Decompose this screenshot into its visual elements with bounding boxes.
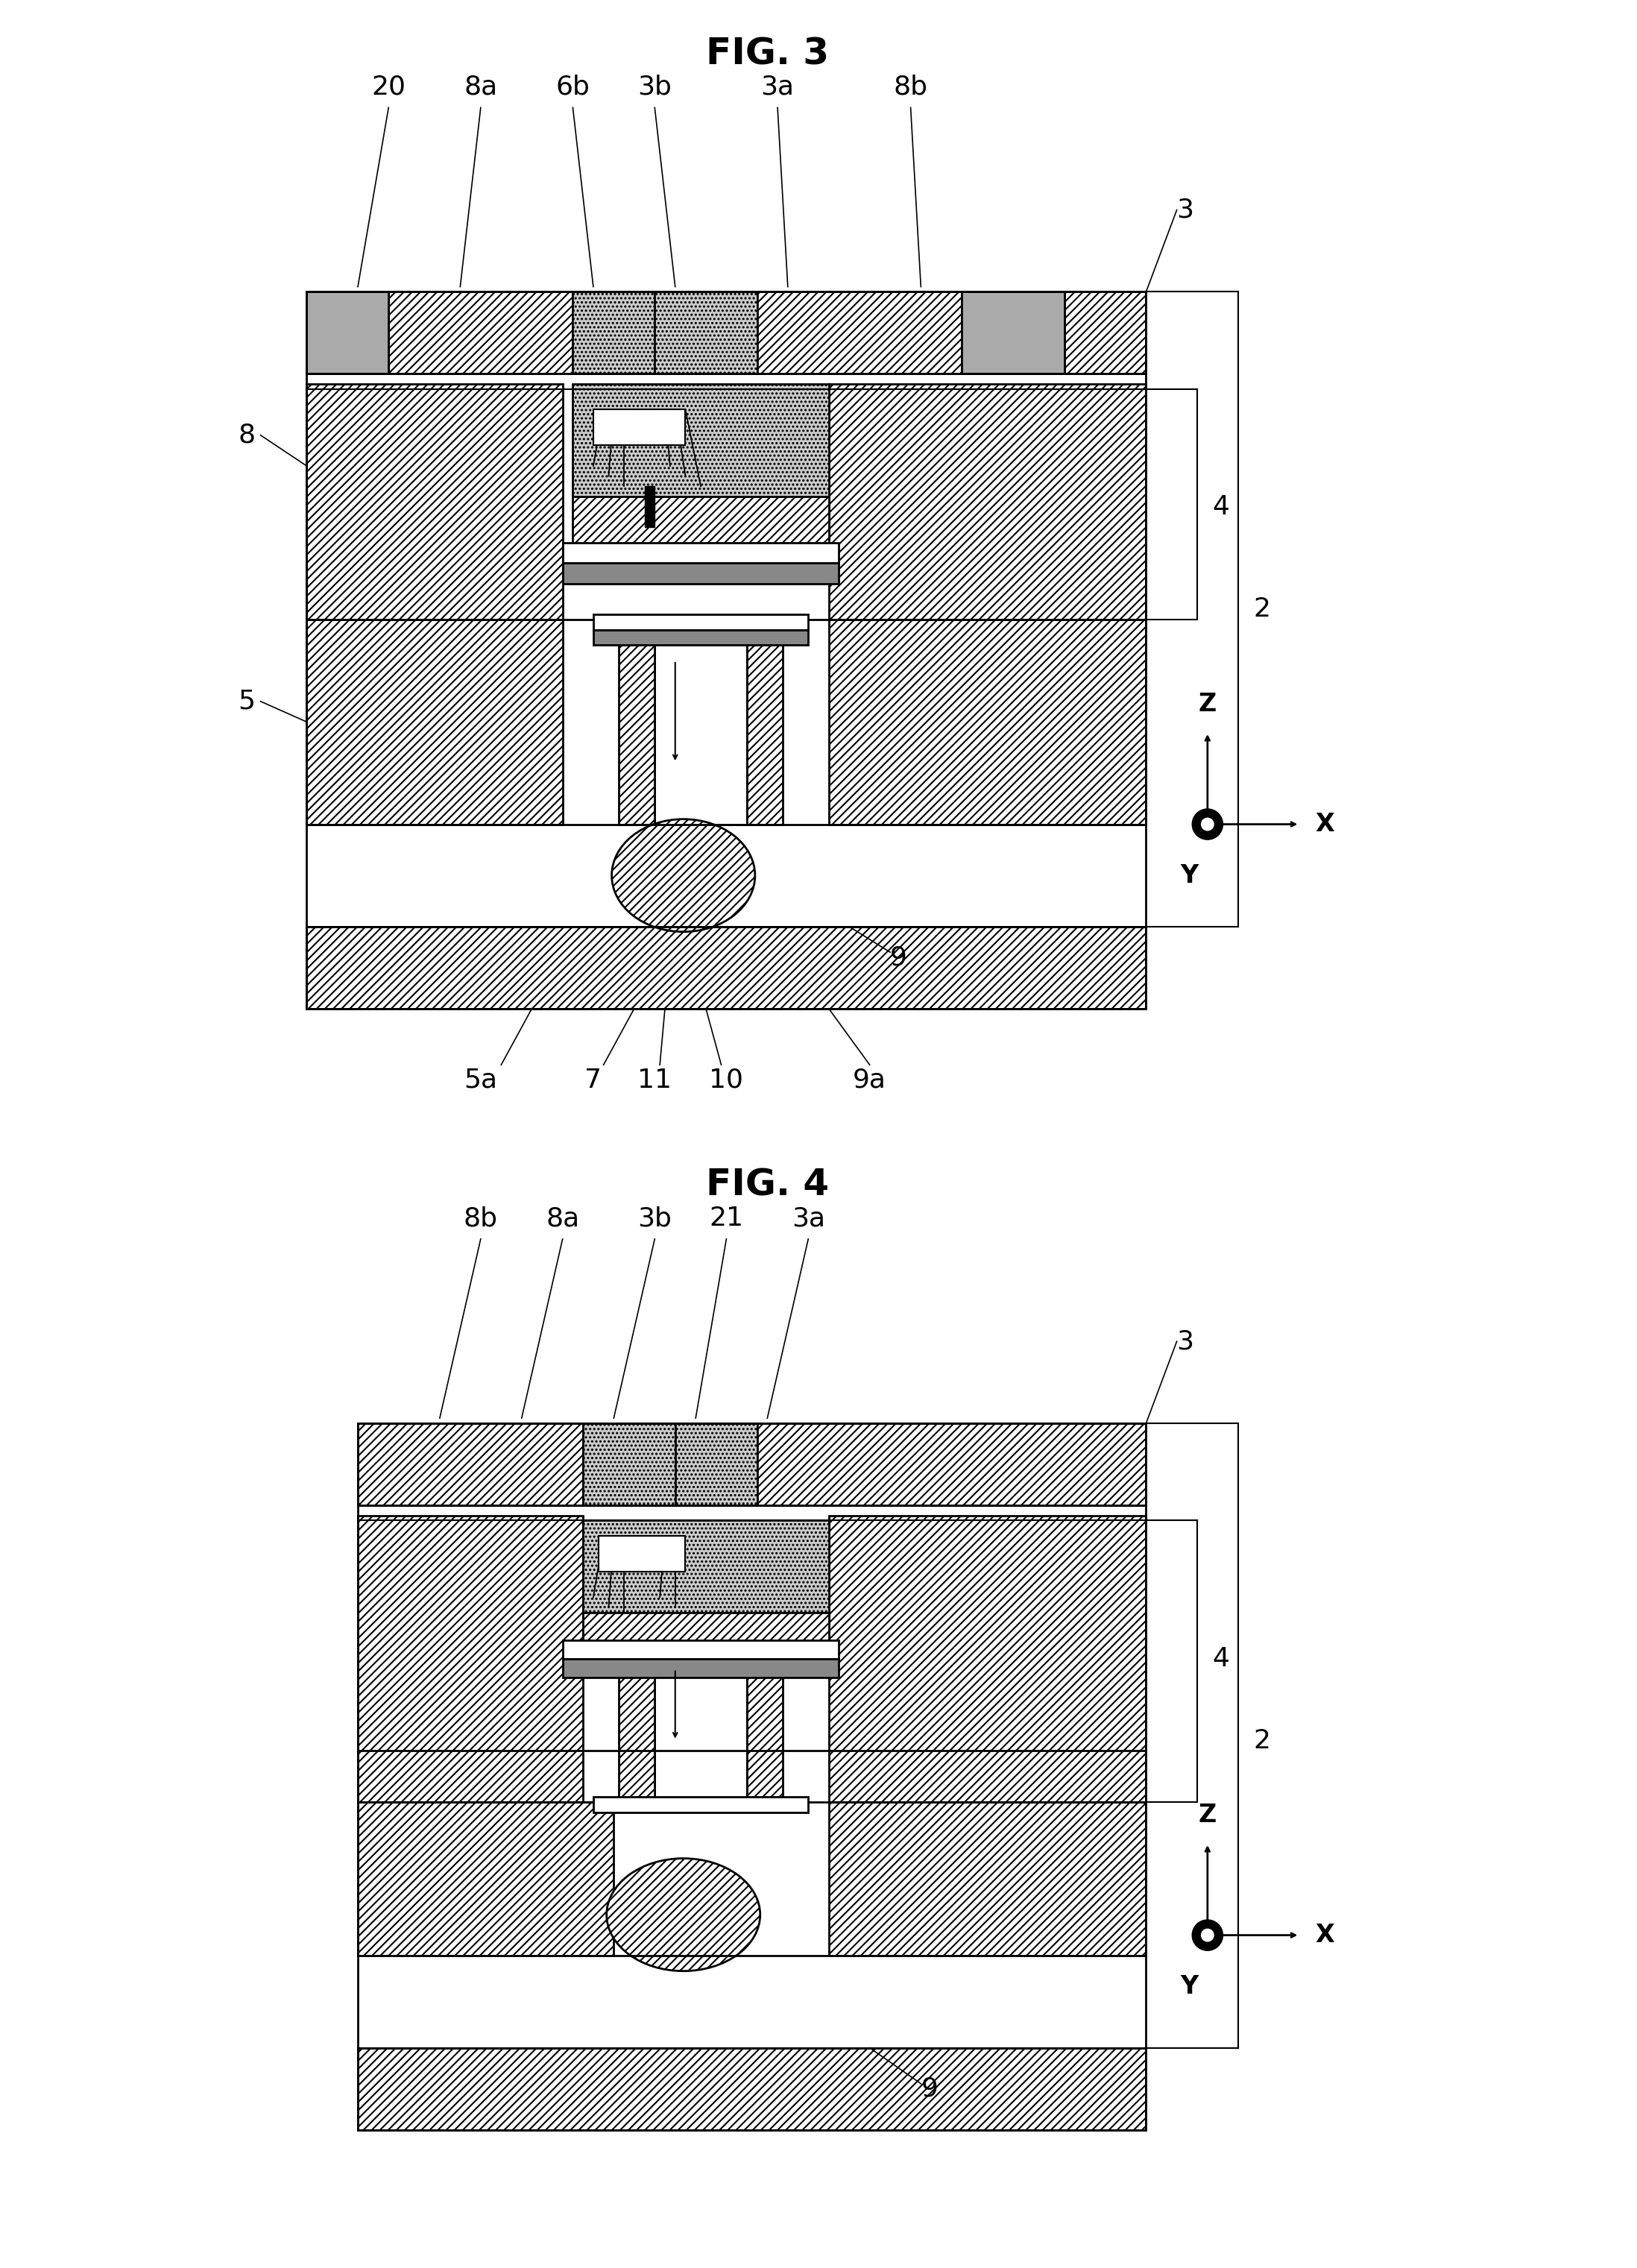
Bar bbox=[573, 383, 828, 497]
Text: 9: 9 bbox=[891, 946, 907, 971]
Ellipse shape bbox=[607, 1857, 760, 1971]
Bar bbox=[828, 383, 1146, 619]
Bar bbox=[655, 293, 756, 374]
Text: FIG. 4: FIG. 4 bbox=[706, 1168, 828, 1202]
Bar bbox=[599, 1535, 686, 1572]
Text: 9a: 9a bbox=[853, 1068, 886, 1093]
Bar bbox=[593, 631, 809, 644]
Bar bbox=[756, 293, 963, 374]
Bar bbox=[746, 619, 782, 823]
Text: 3: 3 bbox=[1177, 1329, 1193, 1354]
Text: X: X bbox=[1315, 812, 1334, 837]
Text: 7: 7 bbox=[584, 1068, 602, 1093]
Circle shape bbox=[1202, 819, 1213, 830]
Bar bbox=[593, 1796, 809, 1812]
Bar bbox=[359, 2048, 1146, 2130]
Bar bbox=[359, 1515, 583, 1803]
Text: 6b: 6b bbox=[555, 75, 589, 100]
Bar bbox=[388, 293, 573, 374]
Text: Z: Z bbox=[1198, 692, 1216, 717]
Text: 20: 20 bbox=[372, 75, 406, 100]
Bar bbox=[583, 1520, 828, 1617]
Bar bbox=[306, 928, 1146, 1009]
Text: 3a: 3a bbox=[761, 75, 794, 100]
Text: 10: 10 bbox=[709, 1068, 743, 1093]
Bar bbox=[573, 497, 828, 549]
Bar bbox=[306, 293, 388, 374]
Bar bbox=[306, 619, 563, 823]
Bar bbox=[645, 485, 655, 528]
Bar bbox=[583, 1424, 674, 1506]
Text: X: X bbox=[1315, 1923, 1334, 1948]
Text: 11: 11 bbox=[637, 1068, 671, 1093]
Bar bbox=[756, 1424, 1146, 1506]
Text: 4: 4 bbox=[1213, 1647, 1229, 1672]
Bar bbox=[563, 1640, 840, 1658]
Text: 3b: 3b bbox=[637, 1207, 671, 1232]
Text: 8: 8 bbox=[239, 422, 255, 447]
Bar bbox=[593, 411, 686, 445]
Text: FIG. 3: FIG. 3 bbox=[706, 36, 828, 73]
Bar bbox=[828, 619, 1146, 823]
Text: 8b: 8b bbox=[894, 75, 928, 100]
Circle shape bbox=[1192, 810, 1223, 839]
Bar bbox=[583, 1613, 828, 1644]
Text: 2: 2 bbox=[1254, 596, 1270, 621]
Text: 5a: 5a bbox=[463, 1068, 498, 1093]
Text: Y: Y bbox=[1180, 864, 1198, 887]
Text: 3a: 3a bbox=[792, 1207, 825, 1232]
Bar bbox=[619, 1658, 655, 1803]
Bar bbox=[828, 1515, 1146, 1803]
Bar bbox=[655, 619, 746, 823]
Bar bbox=[359, 1424, 583, 1506]
Bar bbox=[746, 1658, 782, 1803]
Ellipse shape bbox=[612, 819, 755, 932]
Bar bbox=[563, 562, 840, 583]
Text: 9: 9 bbox=[922, 2075, 938, 2102]
Text: 21: 21 bbox=[709, 1207, 743, 1232]
Bar bbox=[828, 1803, 1146, 1955]
Circle shape bbox=[1192, 1919, 1223, 1950]
Bar bbox=[573, 293, 655, 374]
Text: 5: 5 bbox=[239, 689, 255, 714]
Text: 3: 3 bbox=[1177, 197, 1193, 222]
Bar bbox=[563, 542, 840, 562]
Text: Z: Z bbox=[1198, 1803, 1216, 1828]
Bar bbox=[306, 383, 563, 619]
Bar bbox=[359, 1803, 614, 1955]
Text: 8a: 8a bbox=[545, 1207, 579, 1232]
Text: 8b: 8b bbox=[463, 1207, 498, 1232]
Text: 2: 2 bbox=[1254, 1728, 1270, 1753]
Bar bbox=[655, 1658, 746, 1803]
Bar bbox=[619, 619, 655, 823]
Text: Y: Y bbox=[1180, 1973, 1198, 1998]
Text: 3b: 3b bbox=[637, 75, 671, 100]
Circle shape bbox=[1202, 1930, 1213, 1941]
Text: 8a: 8a bbox=[463, 75, 498, 100]
Bar bbox=[1064, 293, 1146, 374]
Bar bbox=[563, 1658, 840, 1676]
Bar bbox=[593, 615, 809, 631]
Bar bbox=[674, 1424, 756, 1506]
Bar bbox=[963, 293, 1064, 374]
Text: 4: 4 bbox=[1213, 494, 1229, 519]
